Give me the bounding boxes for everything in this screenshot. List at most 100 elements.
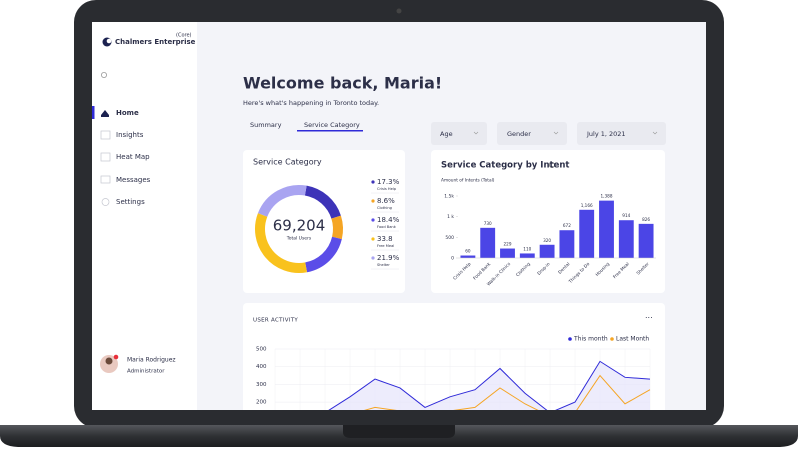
y-tick-label: 200: [256, 400, 267, 406]
bar: [579, 209, 595, 258]
legend-value: 18.4%: [377, 216, 400, 224]
legend-dot: [371, 237, 375, 241]
legend-label: Free Meal: [377, 244, 394, 248]
legend-dot: [371, 256, 375, 260]
active-indicator: [92, 106, 95, 119]
badge: (Core): [176, 33, 192, 39]
y-tick-label: 1 k: [447, 214, 454, 220]
bar: [539, 244, 555, 258]
bar: [480, 227, 496, 258]
legend-value: 8.6%: [377, 197, 395, 205]
user-name: Maria Rodriguez: [127, 357, 176, 364]
page-subtitle: Here's what's happening in Toronto today…: [243, 99, 379, 107]
data-label: 60: [465, 249, 471, 254]
donut-segment: [304, 185, 341, 219]
filter-label[interactable]: July 1, 2021: [586, 130, 626, 138]
y-tick-label: 400: [256, 364, 267, 370]
brand: Chalmers Enterprise: [115, 38, 196, 46]
info-icon[interactable]: [549, 162, 555, 168]
legend-label: Clothing: [377, 206, 392, 210]
notification-dot: [113, 354, 119, 360]
bar: [599, 200, 614, 258]
card: [243, 303, 665, 410]
legend-label: Crisis Help: [377, 187, 397, 191]
legend-dot: [568, 337, 572, 341]
legend-value: 17.3%: [377, 178, 400, 186]
home-icon: [101, 110, 109, 117]
axis-label: Amount of Intents (Total): [441, 178, 495, 184]
sidebar: [92, 22, 197, 410]
filter[interactable]: [431, 122, 487, 145]
bar: [638, 223, 654, 258]
bar: [500, 248, 515, 258]
donut-segment: [331, 215, 343, 240]
donut-segment: [257, 185, 307, 217]
card-title: Service Category: [253, 158, 322, 167]
donut-total: 69,204: [273, 217, 326, 235]
data-label: 229: [504, 242, 512, 247]
nav-item[interactable]: Insights: [116, 131, 144, 139]
line: [364, 374, 651, 410]
donut-total-label: Total Users: [286, 236, 312, 242]
y-tick-label: 500: [445, 235, 454, 241]
legend-dot: [371, 199, 375, 203]
data-label: 914: [622, 213, 630, 218]
nav-item[interactable]: Messages: [116, 176, 151, 184]
filter[interactable]: [497, 122, 567, 145]
base-notch: [343, 425, 455, 438]
data-label: 826: [642, 217, 650, 222]
legend-dot: [371, 180, 375, 184]
data-label: 320: [543, 238, 551, 243]
legend-dot: [610, 337, 614, 341]
y-tick-label: 500: [256, 347, 267, 353]
nav-item[interactable]: Home: [116, 109, 139, 117]
settings-icon: [101, 198, 110, 206]
data-label: 1,166: [581, 203, 593, 208]
data-label: 730: [484, 221, 492, 226]
bar: [519, 253, 535, 258]
chevron: [473, 131, 479, 135]
insights-icon: [100, 130, 111, 140]
chevron: [553, 131, 559, 135]
donut-segment: [255, 213, 308, 273]
heatmap-icon: [100, 152, 111, 162]
filter[interactable]: [577, 122, 666, 145]
screen: ··· Chalmers Enterprise(Core) Home Insight…: [92, 22, 706, 410]
data-label: 672: [563, 223, 571, 228]
y-tick-label: 0: [451, 256, 454, 262]
tab-underline: [297, 130, 363, 132]
bar: [460, 255, 476, 258]
bar: [618, 220, 634, 258]
card-title: USER ACTIVITY: [253, 318, 298, 324]
y-tick-label: 1.5k: [444, 194, 454, 200]
legend-label: This month: [573, 336, 608, 343]
bar: [559, 230, 575, 258]
tab[interactable]: Summary: [250, 121, 282, 129]
y-tick-label: 300: [256, 382, 267, 388]
data-label: 1,388: [601, 194, 613, 199]
tab[interactable]: Service Category: [304, 121, 360, 129]
card-title: Service Category by Intent: [441, 161, 569, 171]
camera: [396, 8, 402, 14]
legend-label: Shelter: [377, 263, 390, 267]
card: [243, 150, 405, 293]
legend-label: Food Bank: [377, 225, 397, 229]
line: [328, 360, 651, 410]
filter-label[interactable]: Gender: [507, 130, 531, 138]
legend-value: 33.8: [377, 235, 393, 243]
filter-label[interactable]: Age: [440, 130, 453, 138]
legend-dot: [371, 218, 375, 222]
avatar: [105, 357, 113, 365]
search-icon[interactable]: [101, 72, 108, 79]
messages-icon: [100, 175, 111, 184]
legend-label: Last Month: [616, 336, 649, 343]
nav-item[interactable]: Heat Map: [116, 153, 150, 161]
nav-item[interactable]: Settings: [116, 198, 145, 206]
chevron: [652, 131, 658, 135]
data-label: 110: [523, 246, 531, 251]
more-menu[interactable]: ···: [645, 314, 653, 323]
area: [329, 361, 650, 410]
legend-value: 21.9%: [377, 254, 400, 262]
